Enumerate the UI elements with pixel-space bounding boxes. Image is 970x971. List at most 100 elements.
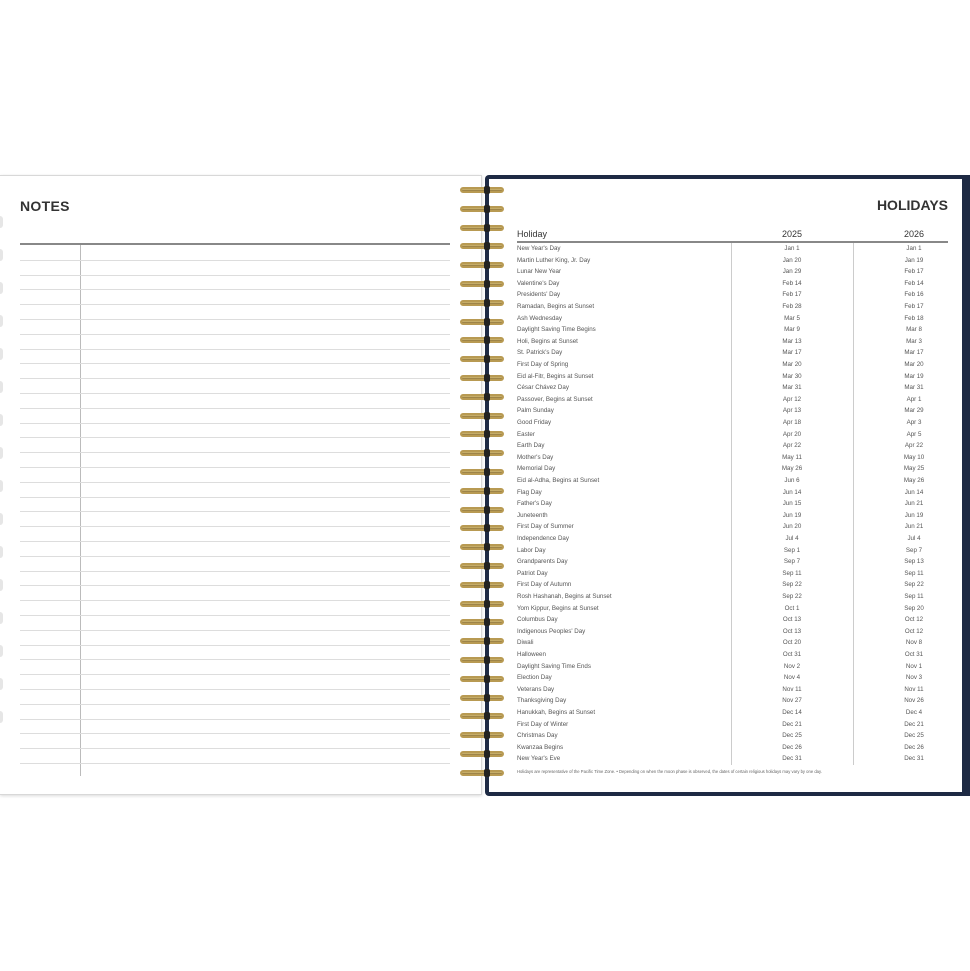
date-2026: Nov 1	[905, 662, 923, 670]
note-line	[20, 319, 450, 320]
date-2026: Feb 14	[904, 279, 924, 287]
holiday-name: Lunar New Year	[517, 268, 562, 276]
note-line	[20, 452, 450, 454]
holiday-row: Election Day Nov 4 Nov 3	[517, 672, 948, 684]
date-2026: Nov 8	[905, 639, 923, 647]
date-2026: Jun 21	[904, 500, 924, 508]
footnote: Holidays are representative of the Pacif…	[517, 769, 822, 774]
holiday-row: New Year's Eve Dec 31 Dec 31	[517, 753, 948, 765]
holiday-name: First Day of Spring	[517, 361, 569, 368]
date-2025: Oct 31	[782, 651, 802, 658]
note-line	[20, 733, 450, 735]
holiday-name: Labor Day	[517, 546, 546, 554]
date-2026: Oct 12	[904, 616, 924, 624]
holiday-name: Father's Day	[517, 500, 552, 508]
holiday-name: Rosh Hashanah, Begins at Sunset	[517, 593, 612, 600]
date-2026: Sep 11	[904, 569, 924, 577]
spiral-coil	[458, 467, 506, 477]
date-2025: Dec 14	[782, 709, 802, 716]
note-line	[20, 674, 450, 676]
holidays-page: HOLIDAYS Holiday 2025 2026 New Year's Da…	[489, 179, 962, 792]
page-tab	[0, 645, 3, 657]
date-2025: Nov 11	[782, 685, 802, 693]
date-2025: Dec 26	[782, 743, 802, 751]
date-2025: May 26	[781, 465, 803, 473]
holiday-row: Father's Day Jun 15 Jun 21	[517, 498, 948, 510]
holiday-name: Halloween	[517, 651, 546, 658]
date-2025: Nov 2	[783, 662, 801, 670]
note-line	[20, 259, 450, 261]
date-2025: Mar 9	[784, 326, 800, 334]
date-2025: Sep 11	[782, 569, 802, 577]
holiday-name: Christmas Day	[517, 732, 558, 740]
date-2026: Dec 31	[904, 755, 924, 763]
note-line	[20, 748, 450, 750]
column-divider	[731, 243, 732, 765]
date-2025: Mar 17	[782, 349, 802, 357]
date-2025: Jun 6	[784, 477, 800, 484]
note-line	[20, 274, 450, 276]
holiday-name: César Chávez Day	[517, 384, 569, 392]
date-2025: Apr 22	[782, 442, 802, 450]
holiday-name: Ramadan, Begins at Sunset	[517, 303, 595, 310]
date-2026: Nov 11	[904, 685, 924, 693]
date-2025: Jun 14	[782, 488, 802, 496]
holiday-row: Holi, Begins at Sunset Mar 13 Mar 3	[517, 336, 948, 348]
spiral-coil	[458, 223, 506, 233]
holiday-row: Eid al-Adha, Begins at Sunset Jun 6 May 26	[517, 475, 948, 487]
note-line	[20, 304, 450, 306]
date-2026: Feb 17	[904, 268, 924, 276]
notes-title: NOTES	[20, 198, 70, 214]
date-2026: Oct 12	[904, 627, 924, 635]
spiral-coil	[458, 241, 506, 251]
date-2025: Dec 25	[782, 732, 802, 740]
date-2026: Apr 1	[906, 395, 922, 403]
note-line	[20, 600, 450, 602]
date-2025: Mar 13	[782, 337, 802, 345]
date-2025: Jun 20	[782, 523, 802, 531]
spiral-coil	[458, 486, 506, 496]
holiday-row: Daylight Saving Time Begins Mar 9 Mar 8	[517, 324, 948, 336]
holiday-name: Eid al-Fitr, Begins at Sunset	[517, 372, 594, 380]
holiday-name: First Day of Autumn	[517, 581, 572, 589]
date-2026: Jun 14	[904, 488, 924, 496]
note-line	[20, 496, 450, 498]
holiday-row: Good Friday Apr 18 Apr 3	[517, 417, 948, 429]
date-2026: Sep 7	[905, 546, 923, 554]
date-2026: Nov 26	[904, 697, 924, 705]
holiday-row: Palm Sunday Apr 13 Mar 29	[517, 405, 948, 417]
date-2026: Feb 17	[904, 303, 924, 310]
holiday-row: Daylight Saving Time Ends Nov 2 Nov 1	[517, 661, 948, 673]
date-2026: Mar 8	[906, 326, 922, 334]
date-2025: Apr 18	[782, 419, 802, 426]
holiday-row: Thanksgiving Day Nov 27 Nov 26	[517, 695, 948, 707]
holiday-row: Yom Kippur, Begins at Sunset Oct 1 Sep 20	[517, 603, 948, 615]
spiral-coil	[458, 730, 506, 740]
column-divider	[853, 243, 854, 765]
holiday-row: Diwali Oct 20 Nov 8	[517, 637, 948, 649]
spiral-coil	[458, 411, 506, 421]
date-2025: Oct 13	[782, 616, 802, 624]
date-2025: Dec 21	[782, 720, 802, 728]
holiday-row: Patriot Day Sep 11 Sep 11	[517, 568, 948, 580]
page-tab	[0, 216, 3, 228]
spiral-coil	[458, 185, 506, 195]
holiday-name: Patriot Day	[517, 569, 548, 577]
page-tab	[0, 381, 3, 393]
note-line	[20, 615, 450, 616]
holiday-name: Yom Kippur, Begins at Sunset	[517, 604, 599, 612]
date-2026: Jan 19	[904, 256, 924, 264]
holidays-header: Holiday 2025 2026	[517, 229, 948, 243]
note-line	[20, 718, 450, 720]
note-line	[20, 363, 450, 365]
holiday-row: First Day of Winter Dec 21 Dec 21	[517, 719, 948, 731]
note-line	[20, 763, 450, 764]
date-2025: May 11	[782, 453, 802, 461]
holiday-row: Rosh Hashanah, Begins at Sunset Sep 22 Sep…	[517, 591, 948, 603]
spiral-coil	[458, 335, 506, 345]
date-2026: Sep 22	[904, 581, 924, 589]
holiday-row: Passover, Begins at Sunset Apr 12 Apr 1	[517, 394, 948, 406]
date-2026: Jul 4	[907, 535, 921, 542]
holiday-row: Lunar New Year Jan 29 Feb 17	[517, 266, 948, 278]
holiday-row: Presidents' Day Feb 17 Feb 16	[517, 289, 948, 301]
